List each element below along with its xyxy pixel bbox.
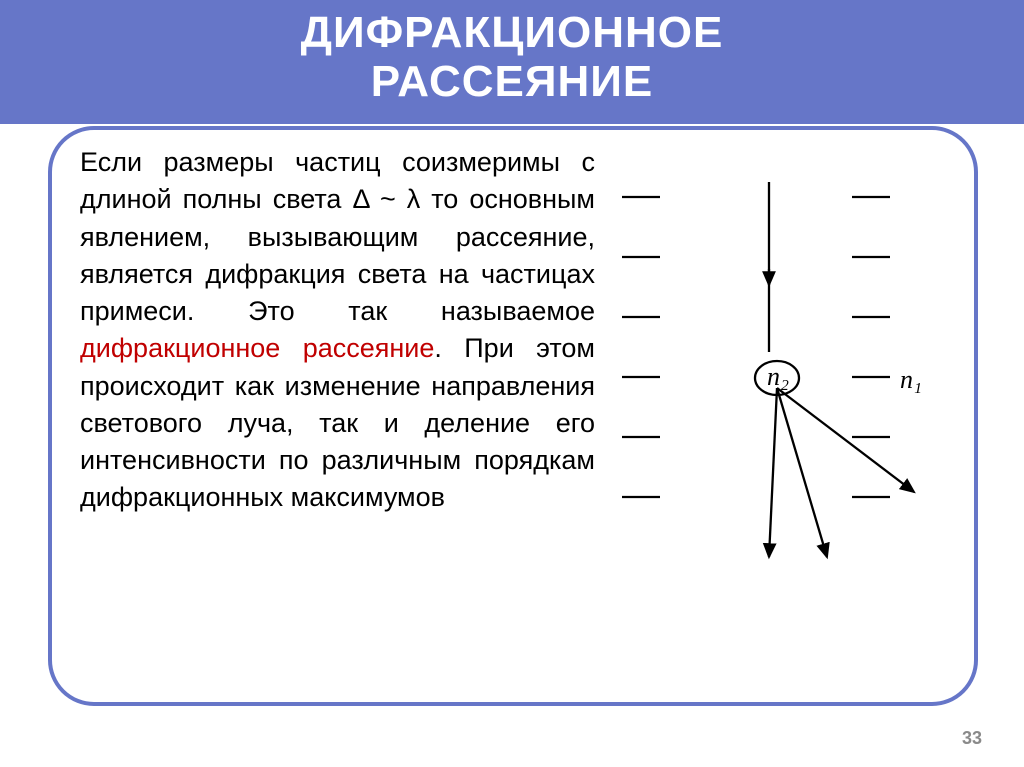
svg-text:n₂: n₂: [767, 362, 789, 391]
title-underline: [0, 118, 1024, 124]
slide-title: ДИФРАКЦИОННОЕ РАССЕЯНИЕ: [0, 0, 1024, 120]
content-frame: Если размеры частиц соизмеримы с длиной …: [48, 126, 978, 706]
body-paragraph: Если размеры частиц соизмеримы с длиной …: [80, 144, 595, 517]
svg-text:n₁: n₁: [900, 365, 922, 394]
highlight-term: дифракционное рассеяние: [80, 333, 434, 363]
title-line-1: ДИФРАКЦИОННОЕ: [301, 8, 724, 57]
para-before: Если размеры частиц соизмеримы с длиной …: [80, 147, 595, 326]
page-number: 33: [962, 728, 982, 749]
title-line-2: РАССЕЯНИЕ: [371, 57, 653, 106]
diffraction-diagram: n₂ n₁: [594, 162, 944, 582]
